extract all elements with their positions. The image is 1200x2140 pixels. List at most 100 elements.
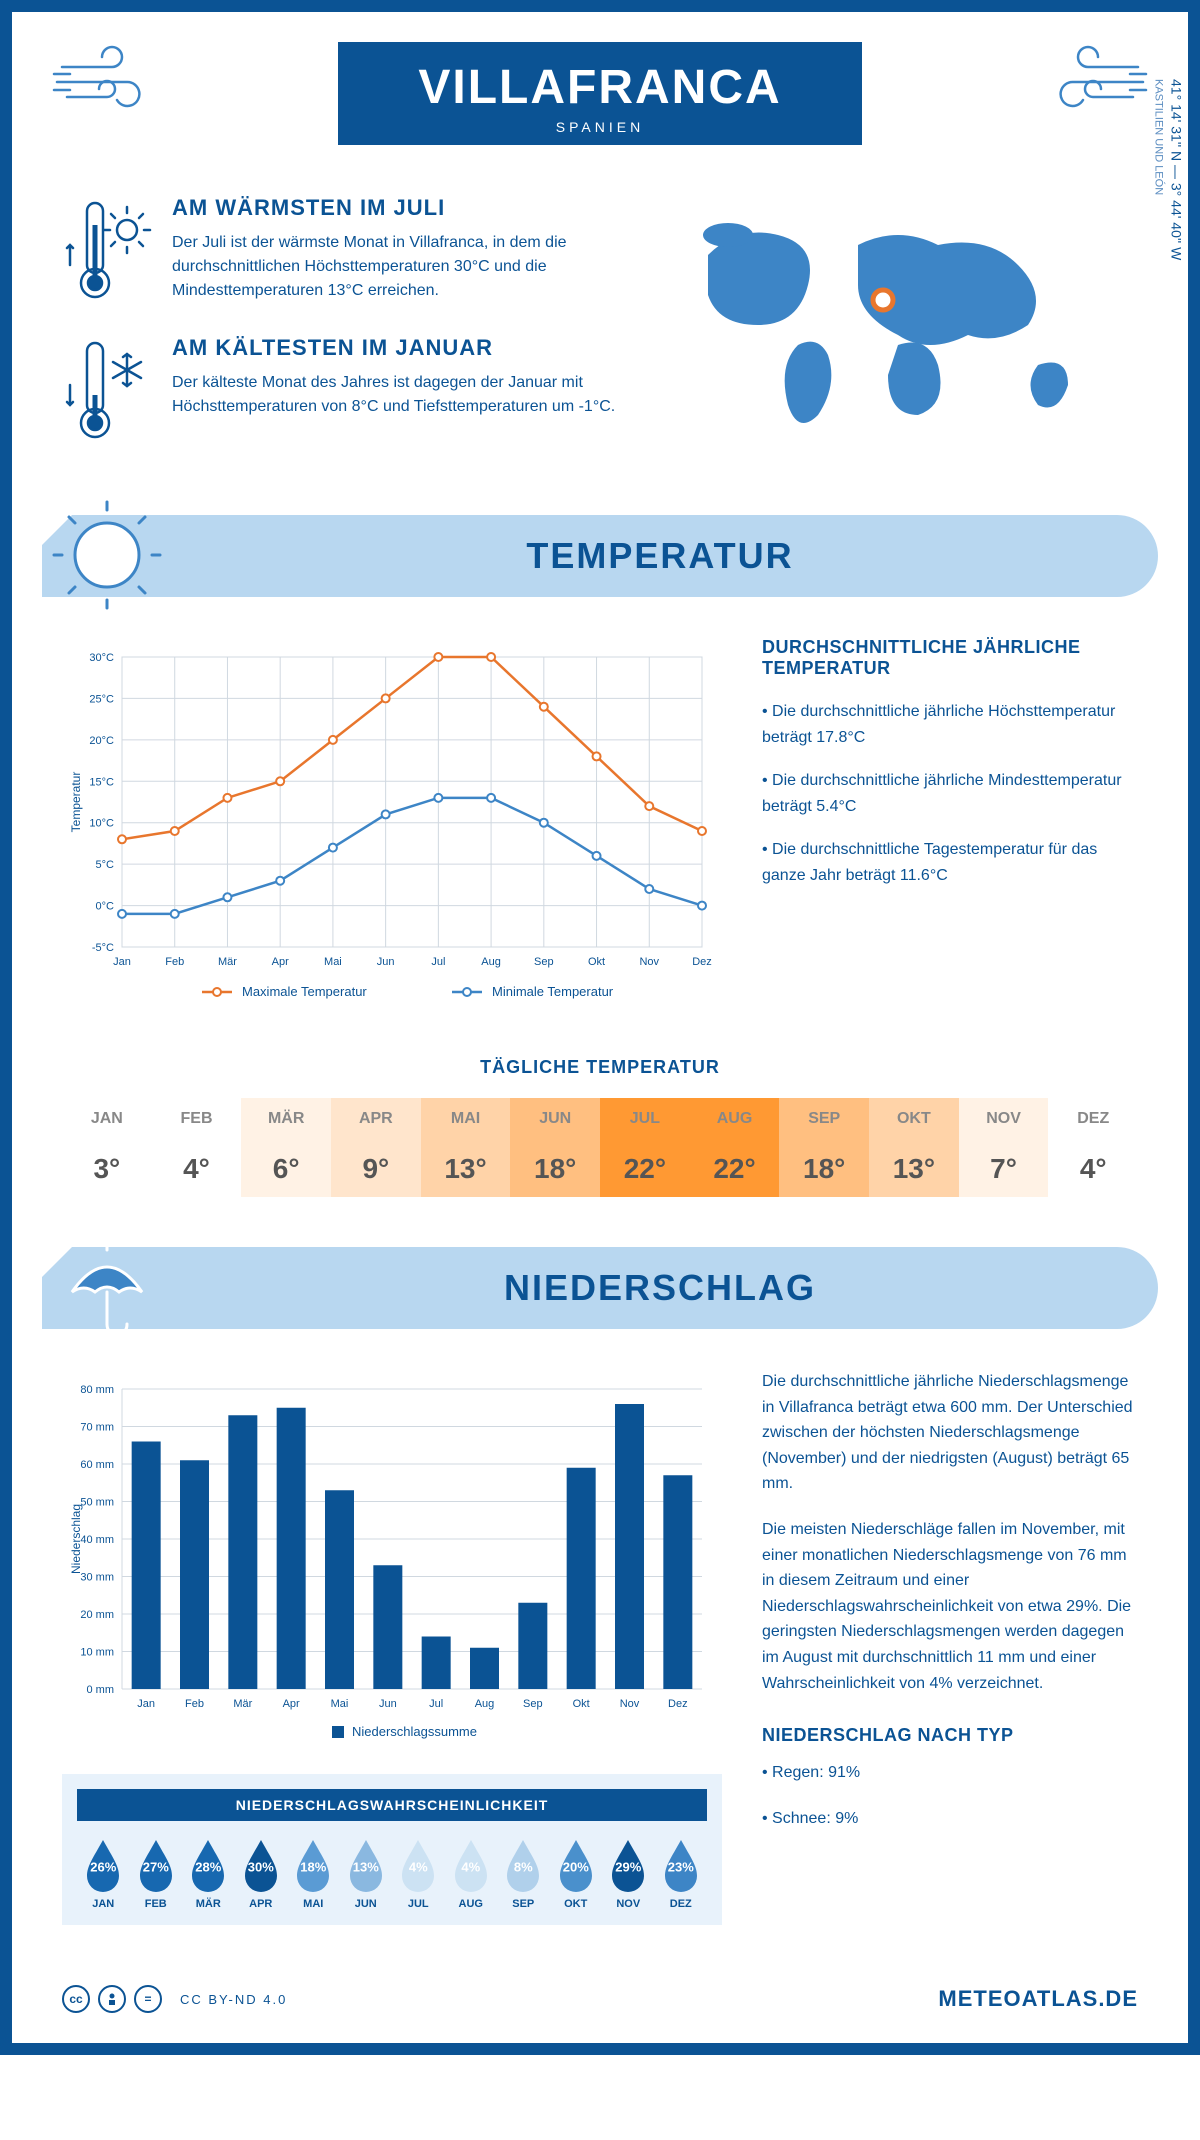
daily-month-label: DEZ: [1052, 1110, 1134, 1128]
precip-text-2: Die meisten Niederschläge fallen im Nove…: [762, 1517, 1138, 1696]
drop-month-label: SEP: [497, 1898, 550, 1910]
raindrop-icon: 20%: [554, 1836, 598, 1892]
daily-cell: MAI13°: [421, 1098, 511, 1197]
daily-cell: APR9°: [331, 1098, 421, 1197]
svg-text:Apr: Apr: [283, 1698, 300, 1710]
cold-body: Der kälteste Monat des Jahres ist dagege…: [172, 371, 618, 419]
svg-text:Aug: Aug: [481, 956, 501, 968]
daily-temp-value: 13°: [873, 1153, 955, 1185]
svg-text:Temperatur: Temperatur: [69, 772, 83, 833]
drop-percent: 29%: [615, 1859, 641, 1874]
svg-text:Jan: Jan: [137, 1698, 155, 1710]
daily-month-label: JUL: [604, 1110, 686, 1128]
cold-block: AM KÄLTESTEN IM JANUAR Der kälteste Mona…: [62, 335, 618, 445]
daily-month-label: OKT: [873, 1110, 955, 1128]
wind-icon-left: [52, 42, 172, 122]
world-map-icon: [658, 195, 1138, 455]
wind-icon-right: [1028, 42, 1148, 122]
daily-cell: JAN3°: [62, 1098, 152, 1197]
daily-temp-value: 7°: [963, 1153, 1045, 1185]
raindrop-icon: 4%: [449, 1836, 493, 1892]
svg-text:10°C: 10°C: [89, 818, 114, 830]
daily-temp-title: TÄGLICHE TEMPERATUR: [12, 1057, 1188, 1078]
svg-text:40 mm: 40 mm: [80, 1534, 114, 1546]
raindrop-icon: 4%: [396, 1836, 440, 1892]
temp-bullet-0: • Die durchschnittliche jährliche Höchst…: [762, 699, 1138, 750]
precipitation-title: NIEDERSCHLAG: [182, 1267, 1138, 1309]
svg-text:30 mm: 30 mm: [80, 1572, 114, 1584]
daily-cell: FEB4°: [152, 1098, 242, 1197]
svg-text:0°C: 0°C: [96, 901, 115, 913]
raindrop-icon: 26%: [81, 1836, 125, 1892]
svg-text:Mai: Mai: [331, 1698, 349, 1710]
drop-item: 26% JAN: [77, 1836, 130, 1910]
svg-text:5°C: 5°C: [96, 859, 115, 871]
probability-drops: 26%JAN27%FEB28%MÄR30%APR18%MAI13%JUN4%JU…: [77, 1836, 707, 1910]
svg-text:50 mm: 50 mm: [80, 1497, 114, 1509]
probability-box: NIEDERSCHLAGSWAHRSCHEINLICHKEIT 26%JAN27…: [62, 1774, 722, 1925]
drop-month-label: JAN: [77, 1898, 130, 1910]
svg-text:10 mm: 10 mm: [80, 1647, 114, 1659]
daily-temp-value: 6°: [245, 1153, 327, 1185]
drop-month-label: DEZ: [655, 1898, 708, 1910]
drop-month-label: MAI: [287, 1898, 340, 1910]
svg-text:Maximale Temperatur: Maximale Temperatur: [242, 984, 367, 999]
daily-cell: DEZ4°: [1048, 1098, 1138, 1197]
cold-text: AM KÄLTESTEN IM JANUAR Der kälteste Mona…: [172, 335, 618, 445]
drop-percent: 23%: [668, 1859, 694, 1874]
svg-text:Nov: Nov: [639, 956, 659, 968]
daily-cell: AUG22°: [690, 1098, 780, 1197]
sun-icon: [52, 500, 162, 610]
daily-month-label: NOV: [963, 1110, 1045, 1128]
precipitation-text: Die durchschnittliche jährliche Niedersc…: [762, 1369, 1138, 1925]
drop-item: 8%SEP: [497, 1836, 550, 1910]
intro-left: AM WÄRMSTEN IM JULI Der Juli ist der wär…: [62, 195, 618, 475]
raindrop-icon: 29%: [606, 1836, 650, 1892]
warm-text: AM WÄRMSTEN IM JULI Der Juli ist der wär…: [172, 195, 618, 305]
daily-cell: MÄR6°: [241, 1098, 331, 1197]
svg-text:Okt: Okt: [588, 956, 605, 968]
umbrella-icon: [52, 1232, 162, 1342]
page-container: VILLAFRANCA SPANIEN: [0, 0, 1200, 2055]
svg-text:Jul: Jul: [431, 956, 445, 968]
svg-text:Aug: Aug: [475, 1698, 495, 1710]
temp-info-title: DURCHSCHNITTLICHE JÄHRLICHE TEMPERATUR: [762, 637, 1138, 679]
svg-text:Sep: Sep: [534, 956, 554, 968]
svg-text:Mär: Mär: [218, 956, 237, 968]
drop-month-label: OKT: [550, 1898, 603, 1910]
temperature-line-chart: -5°C0°C5°C10°C15°C20°C25°C30°CJanFebMärA…: [62, 637, 722, 1017]
svg-text:Dez: Dez: [668, 1698, 688, 1710]
license-block: cc = CC BY-ND 4.0: [62, 1985, 287, 2013]
daily-month-label: AUG: [694, 1110, 776, 1128]
daily-temp-table: JAN3°FEB4°MÄR6°APR9°MAI13°JUN18°JUL22°AU…: [62, 1098, 1138, 1197]
daily-temp-value: 9°: [335, 1153, 417, 1185]
svg-text:Feb: Feb: [165, 956, 184, 968]
temperature-banner: TEMPERATUR: [42, 515, 1158, 597]
drop-month-label: MÄR: [182, 1898, 235, 1910]
svg-text:Dez: Dez: [692, 956, 712, 968]
site-name: METEOATLAS.DE: [938, 1986, 1138, 2012]
drop-percent: 4%: [461, 1859, 480, 1874]
page-subtitle: SPANIEN: [418, 119, 781, 135]
raindrop-icon: 28%: [186, 1836, 230, 1892]
temp-bullet-2: • Die durchschnittliche Tagestemperatur …: [762, 837, 1138, 888]
daily-month-label: MAI: [425, 1110, 507, 1128]
precipitation-section: 0 mm10 mm20 mm30 mm40 mm50 mm60 mm70 mm8…: [12, 1369, 1188, 1965]
drop-item: 30%APR: [235, 1836, 288, 1910]
drop-percent: 28%: [195, 1859, 221, 1874]
by-icon: [98, 1985, 126, 2013]
svg-text:Jan: Jan: [113, 956, 131, 968]
daily-cell: JUL22°: [600, 1098, 690, 1197]
drop-percent: 30%: [248, 1859, 274, 1874]
temperature-info: DURCHSCHNITTLICHE JÄHRLICHE TEMPERATUR •…: [762, 637, 1138, 1017]
drop-month-label: NOV: [602, 1898, 655, 1910]
drop-item: 4%AUG: [445, 1836, 498, 1910]
drop-percent: 20%: [563, 1859, 589, 1874]
svg-text:-5°C: -5°C: [92, 942, 114, 954]
drop-month-label: FEB: [130, 1898, 183, 1910]
daily-temp-value: 4°: [156, 1153, 238, 1185]
svg-text:15°C: 15°C: [89, 776, 114, 788]
temperature-section: -5°C0°C5°C10°C15°C20°C25°C30°CJanFebMärA…: [12, 637, 1188, 1057]
svg-text:Jun: Jun: [379, 1698, 397, 1710]
drop-percent: 13%: [353, 1859, 379, 1874]
